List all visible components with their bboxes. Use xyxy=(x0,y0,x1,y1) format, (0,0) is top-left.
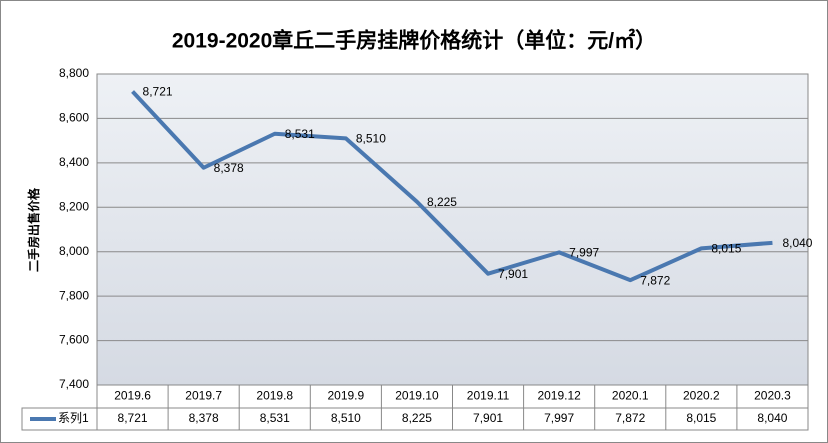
y-tick-label: 8,800 xyxy=(59,66,89,80)
data-table-value: 8,015 xyxy=(686,411,716,425)
x-tick-label: 2019.9 xyxy=(327,389,364,403)
data-table-value: 8,721 xyxy=(118,411,148,425)
data-table-value: 7,997 xyxy=(544,411,574,425)
y-tick-label: 8,000 xyxy=(59,244,89,258)
series-line xyxy=(131,90,773,283)
x-tick-label: 2019.12 xyxy=(537,389,581,403)
data-label: 8,225 xyxy=(427,195,457,209)
data-label: 8,040 xyxy=(782,236,812,250)
data-label: 8,510 xyxy=(356,132,386,146)
y-tick-label: 8,600 xyxy=(59,111,89,125)
data-table-legend-cell xyxy=(21,407,98,431)
data-label: 8,531 xyxy=(285,127,315,141)
y-axis-label: 二手房出售价格 xyxy=(26,187,41,272)
y-tick-label: 8,200 xyxy=(59,199,89,213)
y-tick-label: 7,800 xyxy=(59,288,89,302)
data-table-value: 7,872 xyxy=(615,411,645,425)
data-label: 7,997 xyxy=(569,246,599,260)
x-tick-label: 2020.1 xyxy=(612,389,649,403)
y-tick-label: 8,400 xyxy=(59,155,89,169)
x-tick-label: 2019.11 xyxy=(467,389,510,403)
x-tick-label: 2020.3 xyxy=(754,389,791,403)
y-tick-label: 7,600 xyxy=(59,333,89,347)
x-tick-label: 2019.6 xyxy=(114,389,151,403)
data-label: 8,015 xyxy=(711,242,741,256)
data-table-value: 7,901 xyxy=(473,411,503,425)
data-table-value: 8,510 xyxy=(331,411,361,425)
data-label: 8,378 xyxy=(214,161,244,175)
data-table-value: 8,040 xyxy=(757,411,787,425)
data-table-value: 8,531 xyxy=(260,411,290,425)
data-label: 8,721 xyxy=(143,85,173,99)
x-tick-label: 2020.2 xyxy=(683,389,720,403)
legend-label: 系列1 xyxy=(58,411,89,425)
chart-title: 2019-2020章丘二手房挂牌价格统计（单位：元/㎡） xyxy=(172,29,656,53)
y-tick-label: 7,400 xyxy=(59,377,89,391)
data-label: 7,872 xyxy=(640,273,670,287)
x-tick-label: 2019.7 xyxy=(185,389,222,403)
data-table-value: 8,225 xyxy=(402,411,432,425)
x-tick-label: 2019.8 xyxy=(256,389,293,403)
x-tick-label: 2019.10 xyxy=(395,389,439,403)
plot-area xyxy=(96,73,809,386)
data-table-value: 8,378 xyxy=(189,411,219,425)
data-label: 7,901 xyxy=(498,267,528,281)
